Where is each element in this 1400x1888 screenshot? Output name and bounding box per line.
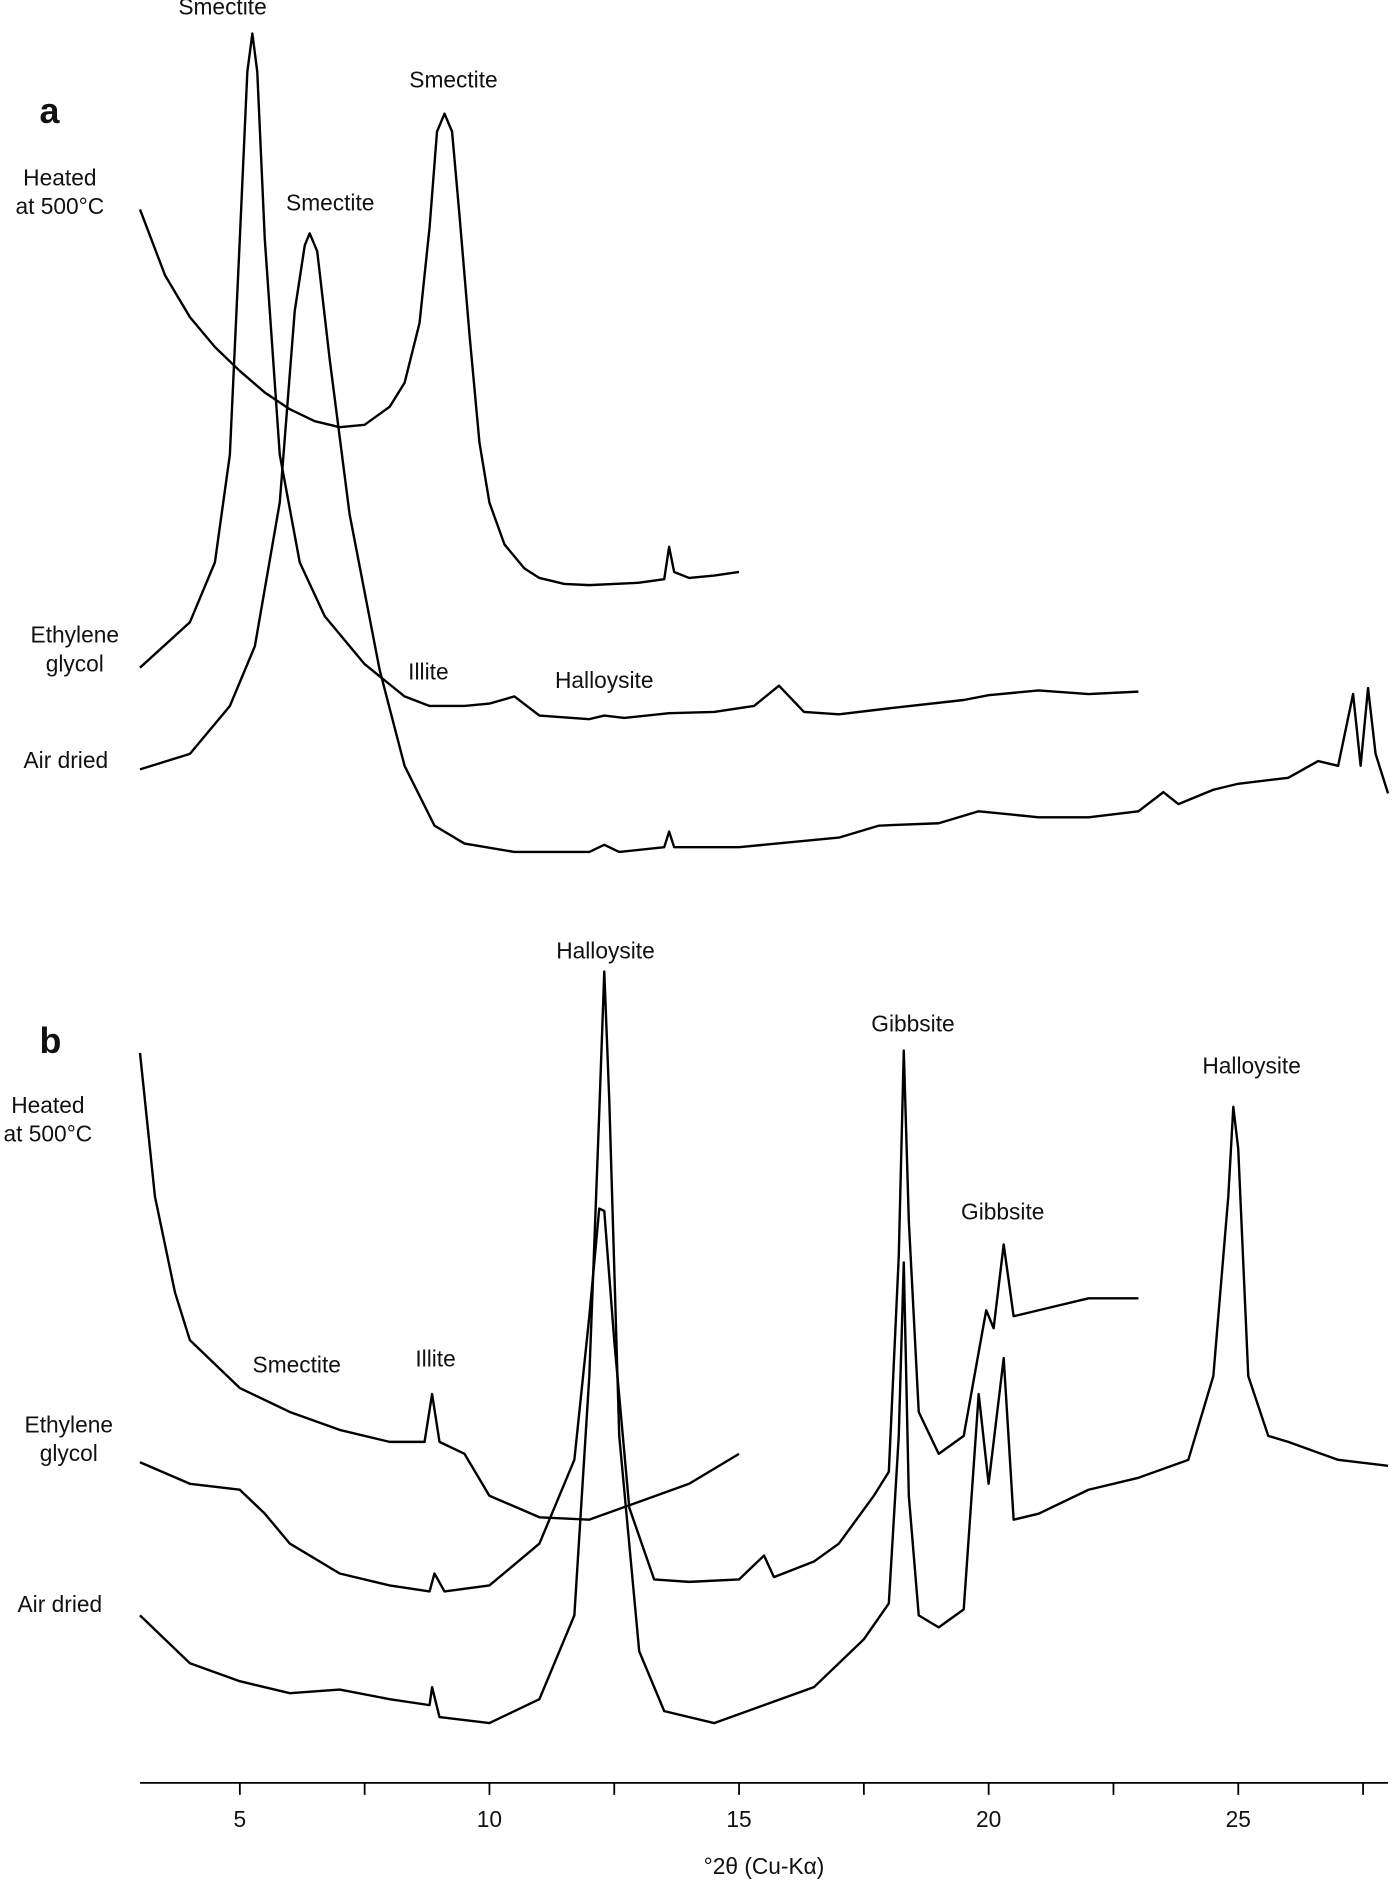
peak-annotation: Smectite [286, 190, 374, 216]
peak-annotation: Smectite [409, 66, 497, 92]
series-label: Heated at 500°C [15, 166, 105, 221]
x-tick-label: 20 [976, 1806, 1001, 1832]
series-label: Ethylene glycol [30, 623, 120, 678]
peak-annotation: Gibbsite [961, 1198, 1044, 1224]
series-label: Heated at 500°C [3, 1093, 93, 1148]
panel-letter: b [39, 1021, 61, 1061]
series-label: Air dried [17, 1592, 103, 1618]
x-tick-label: 25 [1226, 1806, 1251, 1832]
x-axis-label: °2θ (Cu-Kα) [704, 1853, 825, 1879]
peak-annotation: Illite [415, 1345, 455, 1371]
xrd-trace [138, 112, 740, 587]
series-label: Ethylene glycol [24, 1413, 114, 1468]
peak-annotation: Halloysite [555, 667, 653, 693]
peak-annotation: Gibbsite [871, 1010, 954, 1036]
peak-annotation: Halloysite [556, 937, 655, 963]
xrd-trace [138, 1052, 740, 1521]
x-tick-label: 5 [234, 1806, 247, 1832]
peak-annotation: Halloysite [1202, 1052, 1301, 1078]
panel-letter: a [39, 91, 60, 131]
xrd-trace [139, 232, 1390, 854]
peak-annotation: Illite [408, 659, 448, 685]
peak-annotation: Smectite [253, 1351, 341, 1377]
xrd-trace [139, 1049, 1139, 1593]
x-tick-label: 15 [726, 1806, 751, 1832]
xrd-trace [139, 32, 1139, 721]
x-tick-label: 10 [477, 1806, 502, 1832]
peak-annotation: Smectite [178, 0, 266, 19]
series-label: Air dried [23, 749, 109, 775]
xrd-trace [139, 970, 1389, 1725]
